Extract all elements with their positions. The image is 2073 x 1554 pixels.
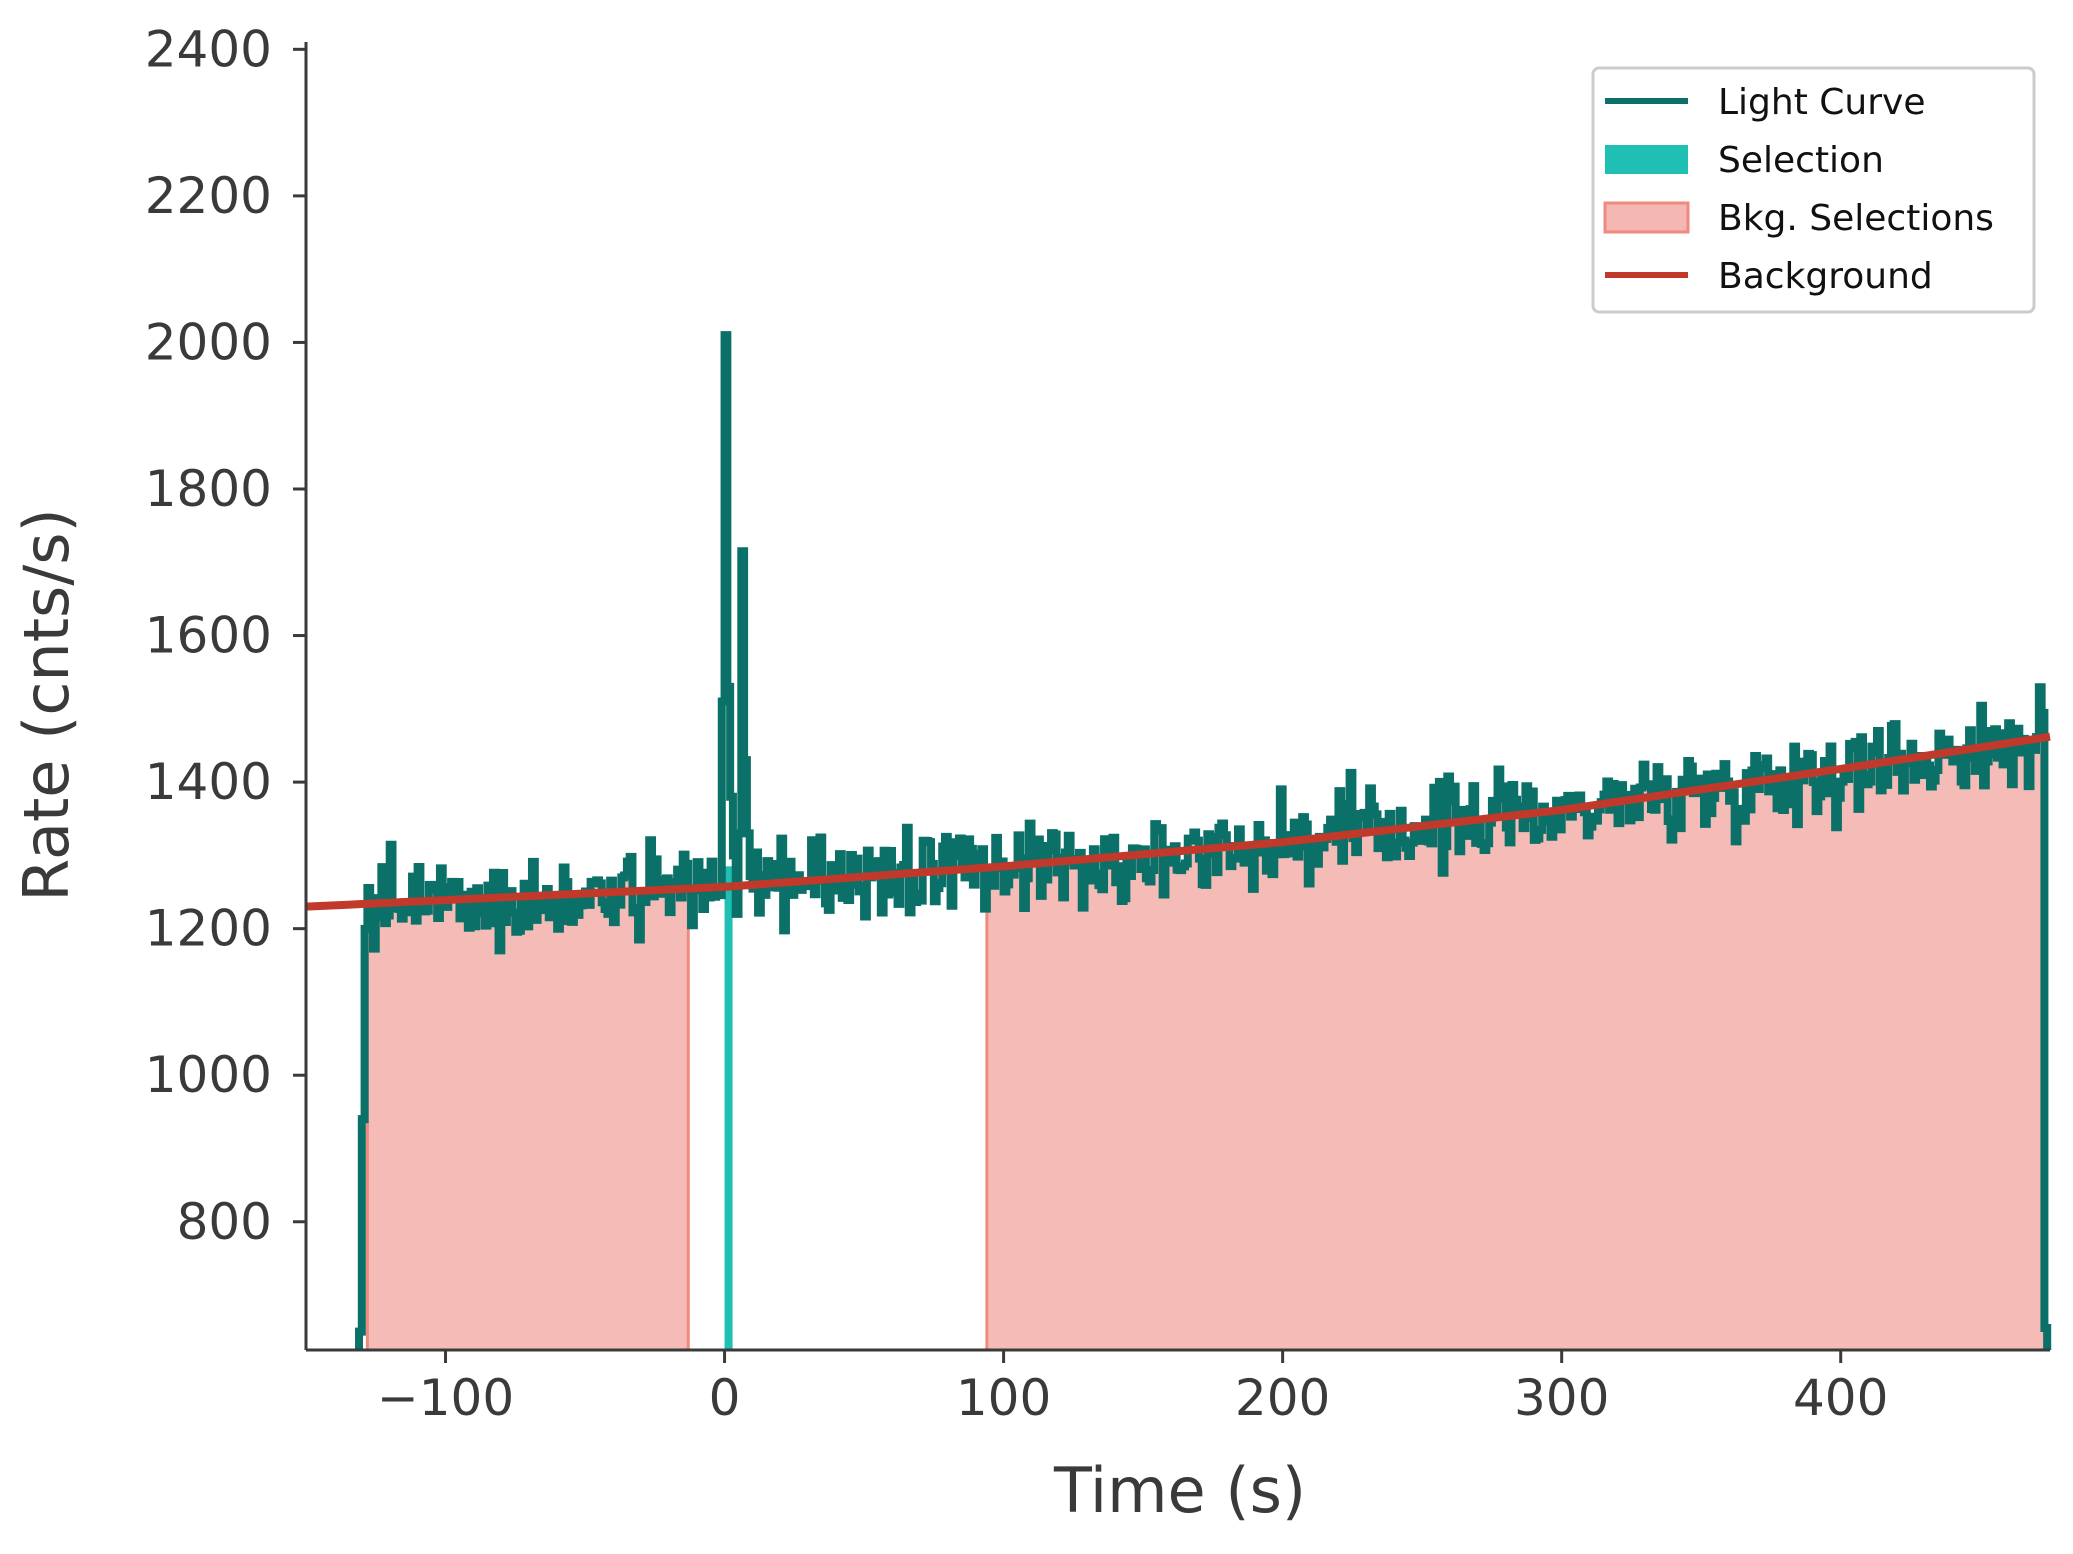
y-tick-label: 1000 (145, 1046, 272, 1104)
legend-label-selection: Selection (1718, 140, 1884, 181)
legend-label-light-curve: Light Curve (1718, 82, 1926, 123)
legend: Light Curve Selection Bkg. Selections Ba… (1591, 66, 2036, 314)
axes (304, 42, 2050, 1352)
legend-label-bkg-selections: Bkg. Selections (1718, 198, 1994, 239)
light-curve-layer (355, 331, 2052, 1350)
x-tick-label: −100 (377, 1369, 514, 1427)
y-tick-label: 1200 (145, 900, 272, 958)
y-tick-label: 800 (177, 1193, 272, 1251)
x-tick-label: 300 (1514, 1369, 1609, 1427)
legend-swatch-selection (1605, 145, 1688, 174)
x-tick-label: 400 (1793, 1369, 1888, 1427)
background-fit-layer (305, 732, 2051, 911)
bkg-selection-region (367, 840, 689, 1350)
y-tick-label: 1400 (145, 753, 272, 811)
x-tick-label: 0 (709, 1369, 741, 1427)
y-tick-label: 2400 (145, 20, 272, 78)
y-axis-title: Rate (cnts/s) (10, 508, 83, 901)
legend-swatch-bkg-selections (1603, 201, 1690, 234)
legend-frame (1591, 66, 2036, 314)
y-tick-label: 2200 (145, 167, 272, 225)
source-selection-layer (724, 866, 733, 1350)
ticks: −100 0 100 200 300 400 800 1000 1200 1400 1600 1800… (145, 20, 1889, 1427)
source-selection-region (724, 866, 733, 1350)
light-curve-line (355, 331, 2052, 1350)
x-tick-label: 100 (956, 1369, 1051, 1427)
x-axis-title: Time (s) (1053, 1454, 1306, 1527)
y-tick-label: 2000 (145, 313, 272, 371)
y-tick-label: 1800 (145, 460, 272, 518)
x-tick-label: 200 (1235, 1369, 1330, 1427)
background-fit-line (305, 732, 2051, 911)
y-tick-label: 1600 (145, 607, 272, 665)
legend-label-background: Background (1718, 256, 1933, 297)
